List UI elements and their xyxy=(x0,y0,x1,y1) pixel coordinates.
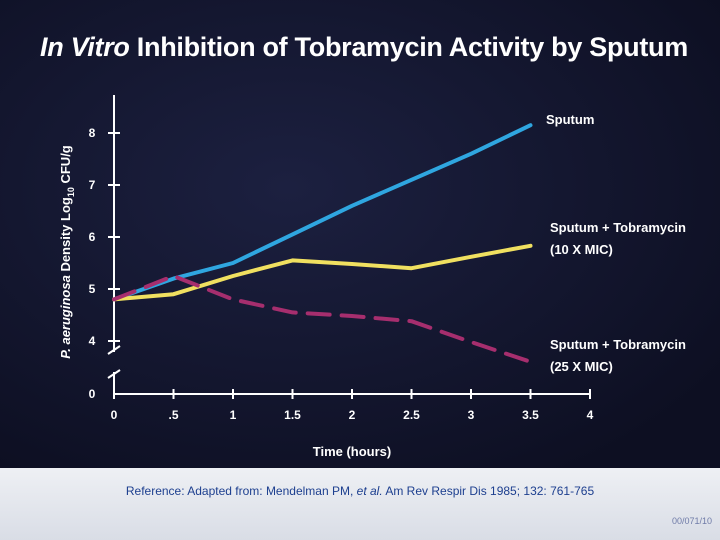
series-sputum-tobramycin-25x-line xyxy=(112,274,533,364)
y-tick-label: 6 xyxy=(89,230,96,244)
y-axis-break-mark-upper xyxy=(107,345,121,355)
series-label-10x-line2: (10 X MIC) xyxy=(550,242,613,257)
title-rest: Inhibition of Tobramycin Activity by Spu… xyxy=(129,32,688,62)
slide-background: In Vitro Inhibition of Tobramycin Activi… xyxy=(0,0,720,468)
x-tick-label: 3.5 xyxy=(522,408,539,422)
y-tick-label: 5 xyxy=(89,282,96,296)
x-tick-label: 1.5 xyxy=(284,408,301,422)
chart-axes: 0 .5 1 1.5 2 2.5 3 3.5 4 0 4 5 6 7 8 Time (hours) P. aer… xyxy=(58,95,594,459)
y-tick-label: 7 xyxy=(89,178,96,192)
y-axis-title-suffix: CFU/g xyxy=(58,145,73,187)
y-axis-title-main: Density Log xyxy=(58,197,73,275)
reference-prefix: Reference: Adapted from: Mendelman PM, xyxy=(125,484,357,498)
chart-title: In Vitro Inhibition of Tobramycin Activi… xyxy=(40,32,720,63)
footer-bar: Reference: Adapted from: Mendelman PM, e… xyxy=(0,468,720,540)
y-tick-label: 8 xyxy=(89,126,96,140)
series-sputum-line xyxy=(112,123,533,302)
x-tick-label: 3 xyxy=(468,408,475,422)
series-label-25x-line1: Sputum + Tobramycin xyxy=(550,337,686,352)
x-tick-label: 4 xyxy=(587,408,594,422)
title-italic: In Vitro xyxy=(40,32,130,62)
x-tick-label: 0 xyxy=(111,408,118,422)
y-tick-label: 4 xyxy=(89,334,96,348)
series-layer xyxy=(112,123,533,364)
series-label-10x-line1: Sputum + Tobramycin xyxy=(550,220,686,235)
y-axis-title-subscript: 10 xyxy=(66,187,76,197)
x-tick-label: .5 xyxy=(168,408,178,422)
series-sputum-tobramycin-10x-line xyxy=(112,243,533,302)
x-tick-label: 2.5 xyxy=(403,408,420,422)
y-axis-title-italic: P. aeruginosa xyxy=(58,275,73,359)
y-axis-title: P. aeruginosa Density Log10 CFU/g xyxy=(58,145,76,359)
x-tick-label: 1 xyxy=(230,408,237,422)
labels-layer: Sputum Sputum + Tobramycin (10 X MIC) Sputu… xyxy=(546,112,686,374)
x-axis-title: Time (hours) xyxy=(313,444,392,459)
reference-text: Reference: Adapted from: Mendelman PM, e… xyxy=(0,484,720,498)
y-axis-break-mark-lower xyxy=(107,369,121,379)
reference-suffix: Am Rev Respir Dis 1985; 132: 761-765 xyxy=(382,484,595,498)
series-label-25x-line2: (25 X MIC) xyxy=(550,359,613,374)
series-label-sputum: Sputum xyxy=(546,112,594,127)
x-tick-label: 2 xyxy=(349,408,356,422)
reference-italic: et al. xyxy=(356,484,383,498)
line-chart: 0 .5 1 1.5 2 2.5 3 3.5 4 0 4 5 6 7 8 Time (hours) P. aer… xyxy=(58,95,686,459)
slide-code: 00/071/10 xyxy=(671,516,712,526)
y-tick-label: 0 xyxy=(89,387,96,401)
